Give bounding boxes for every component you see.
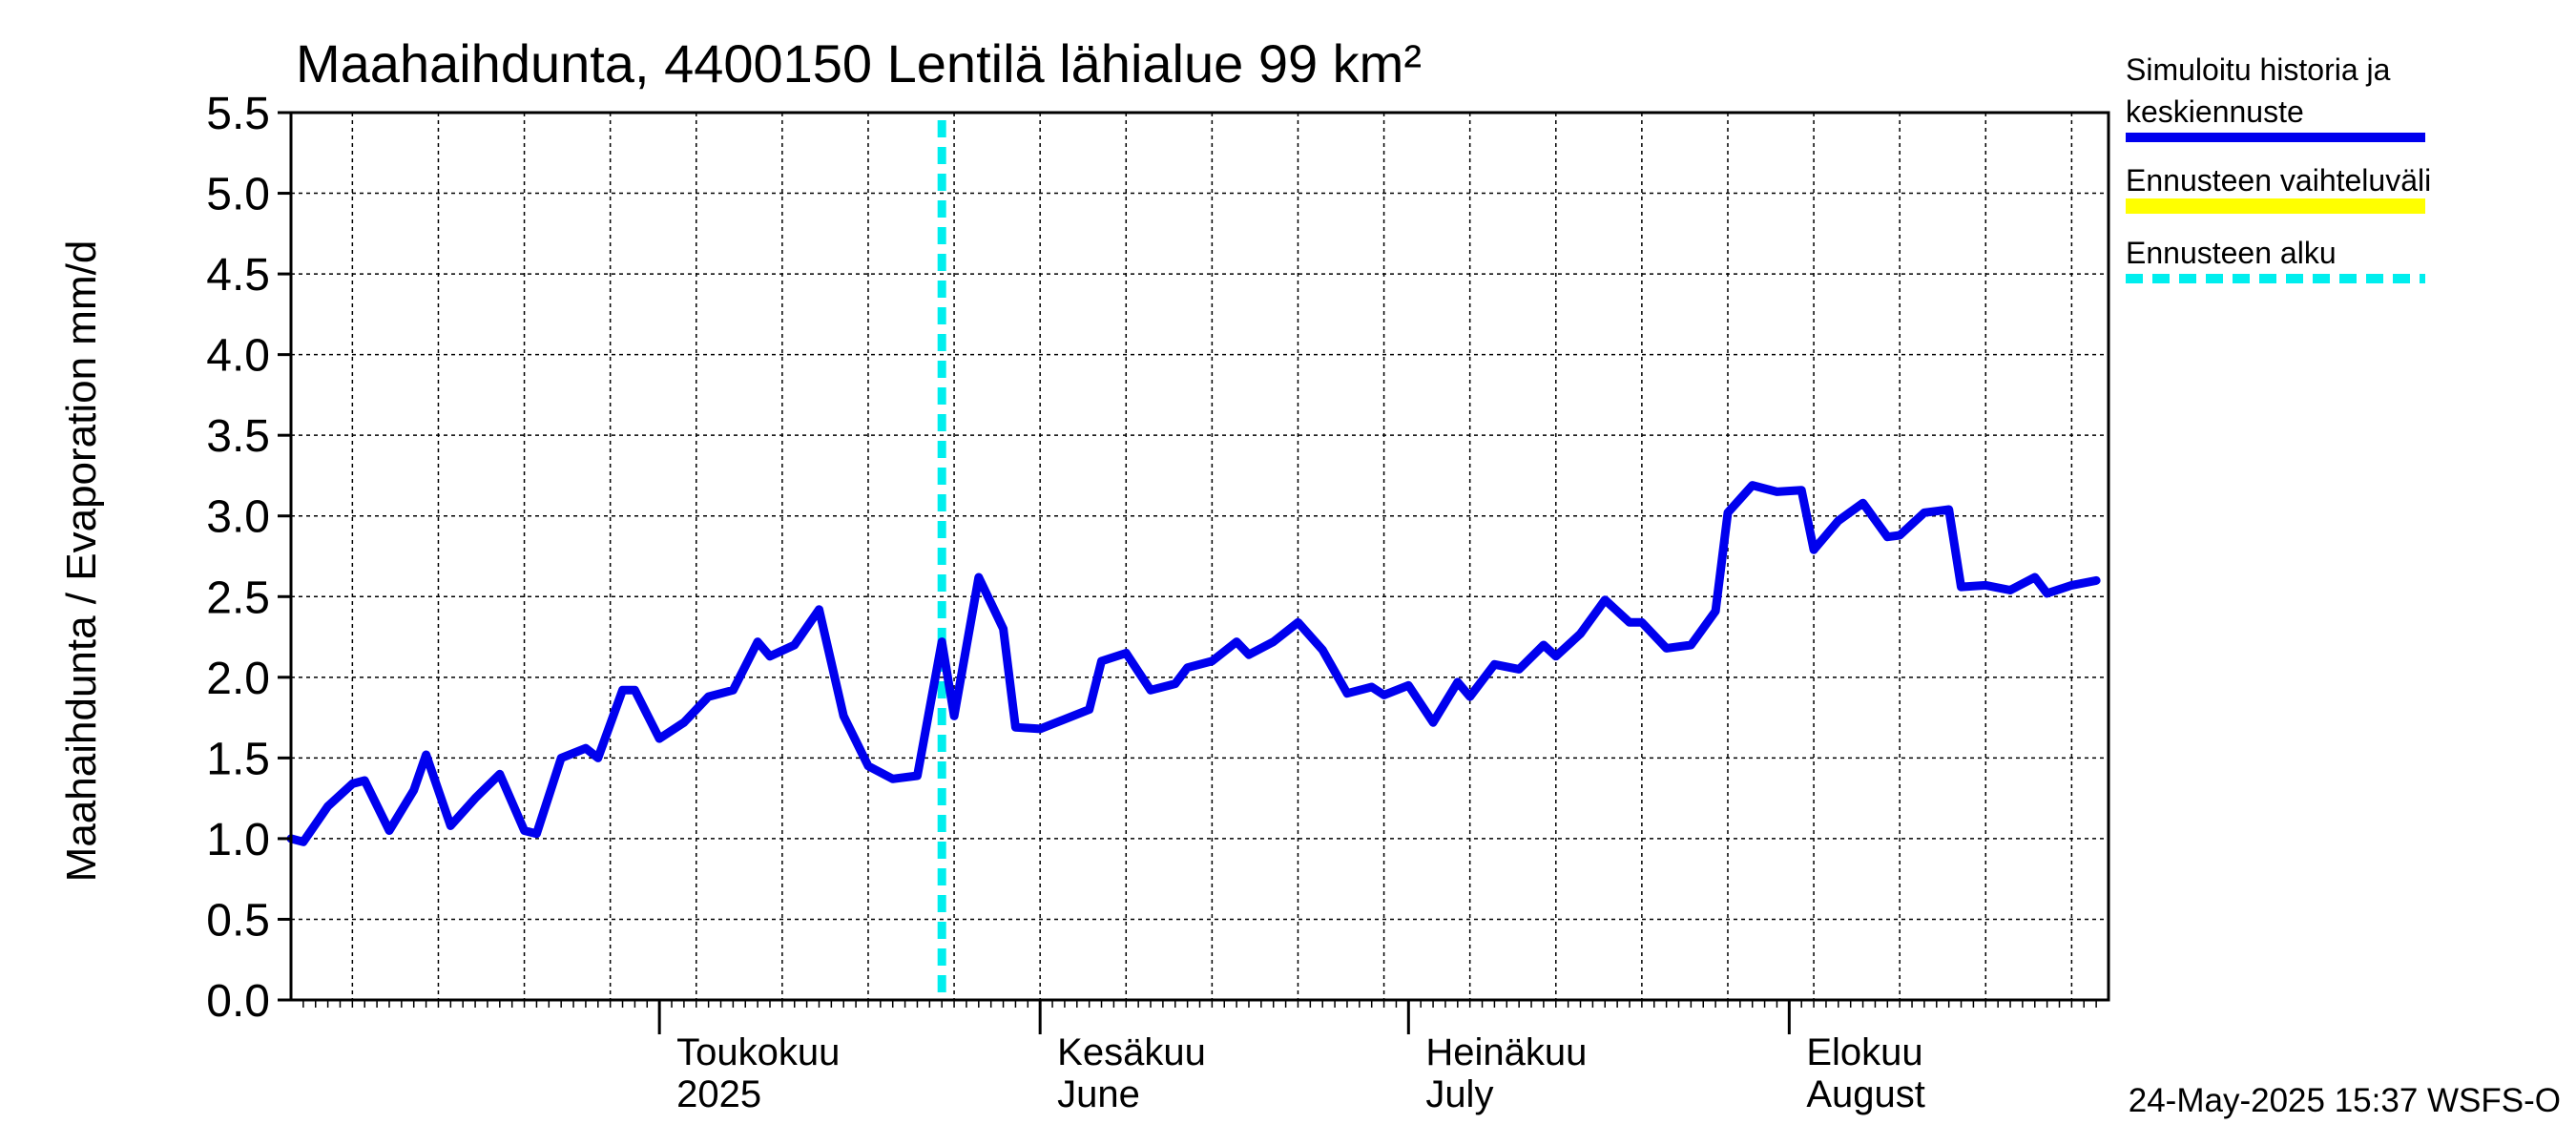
y-tick-label: 3.0 [206,492,270,543]
y-axis-label: Maahaihdunta / Evaporation mm/d [58,240,105,883]
x-month-label: Elokuu [1806,1031,1922,1073]
legend-label-range: Ennusteen vaihteluväli [2126,163,2431,198]
x-month-label: Kesäkuu [1057,1031,1206,1073]
y-tick-label: 4.0 [206,331,270,382]
y-tick-label: 3.5 [206,411,270,462]
legend-label-history-line2: keskiennuste [2126,94,2304,129]
x-month-label-secondary: August [1806,1073,1925,1115]
y-tick-label: 0.5 [206,895,270,946]
y-tick-label: 5.5 [206,89,270,139]
y-tick-label: 0.0 [206,976,270,1027]
x-month-label-secondary: 2025 [676,1073,761,1115]
y-tick-label: 2.0 [206,654,270,704]
x-month-label-secondary: June [1057,1073,1140,1115]
legend: Simuloitu historia ja keskiennuste Ennus… [2126,52,2431,283]
timestamp: 24-May-2025 15:37 WSFS-O [2129,1082,2561,1119]
series-line-history-forecast [286,481,2101,846]
x-month-label-secondary: July [1425,1073,1493,1115]
y-tick-label: 1.5 [206,734,270,784]
chart-title: Maahaihdunta, 4400150 Lentilä lähialue 9… [296,33,1422,94]
y-tick-label: 2.5 [206,572,270,623]
legend-label-forecast-start: Ennusteen alku [2126,236,2337,270]
series-line-layer [286,120,2101,1000]
grid-layer [291,112,2109,1001]
axis-layer: 0.0 0.5 1.0 1.5 2.0 2.5 3.0 3.5 4.0 4.5 5.0 5.5 Touk… [206,89,2110,1115]
x-month-label: Heinäkuu [1425,1031,1587,1073]
y-tick-label: 4.5 [206,250,270,301]
x-month-label: Toukokuu [676,1031,840,1073]
y-tick-label: 1.0 [206,815,270,865]
y-tick-label: 5.0 [206,170,270,220]
legend-label-history-line1: Simuloitu historia ja [2126,52,2391,87]
